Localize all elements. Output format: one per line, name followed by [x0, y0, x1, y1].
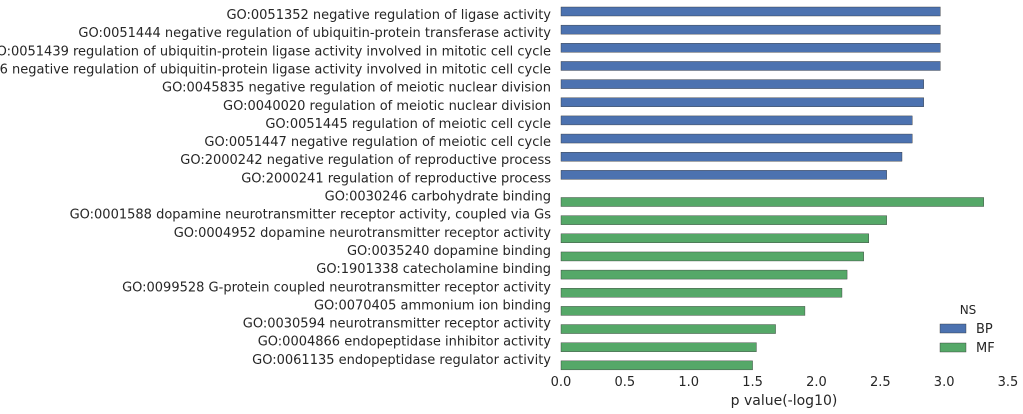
x-tick-label: 0.0: [551, 375, 572, 390]
category-label: GO:0004866 endopeptidase inhibitor activ…: [258, 335, 552, 350]
bar-bp-0: [560, 6, 941, 17]
bar-mf-5: [560, 288, 843, 298]
legend-title: NS: [960, 303, 977, 317]
bar-mf-8: [560, 342, 757, 352]
category-label: GO:0030594 neurotransmitter receptor act…: [243, 317, 552, 332]
x-tick-label: 3.5: [998, 375, 1019, 390]
category-label: GO:0030246 carbohydrate binding: [325, 190, 551, 205]
category-label: GO:0051444 negative regulation of ubiqui…: [78, 26, 551, 41]
category-label: GO:2000242 negative regulation of reprod…: [180, 153, 551, 168]
x-tick-label: 0.5: [615, 375, 636, 390]
category-label: GO:0051352 negative regulation of ligase…: [226, 8, 551, 23]
bar-mf-0: [560, 197, 984, 207]
bar-bp-2: [560, 43, 941, 53]
legend-label-bp: BP: [976, 322, 993, 337]
bar-bp-4: [560, 79, 924, 89]
x-tick-label: 1.5: [742, 375, 763, 390]
bar-bp-1: [560, 24, 941, 35]
legend: NS BP MF: [939, 303, 995, 356]
category-label: GO:1901338 catecholamine binding: [316, 262, 551, 277]
bar-bp-3: [560, 61, 941, 71]
category-label: GO:0051439 regulation of ubiquitin-prote…: [0, 44, 551, 59]
bar-mf-2: [560, 233, 869, 244]
category-labels: GO:0051352 negative regulation of ligase…: [0, 8, 551, 368]
x-tick-label: 1.0: [678, 375, 699, 390]
category-label: GO:0099528 G-protein coupled neurotransm…: [122, 280, 551, 295]
x-tick-label: 2.5: [870, 375, 891, 390]
category-label: GO:0001588 dopamine neurotransmitter rec…: [70, 208, 552, 223]
bar-bp-8: [560, 151, 903, 162]
category-label: GO:2000241 regulation of reproductive pr…: [241, 171, 551, 186]
category-label: GO:0045835 negative regulation of meioti…: [162, 81, 551, 96]
bar-mf-1: [560, 215, 887, 225]
legend-swatch-mf: [939, 342, 967, 353]
bar-bp-9: [560, 170, 887, 180]
bar-mf-6: [560, 306, 806, 316]
bar-mf-7: [560, 324, 776, 334]
legend-label-mf: MF: [976, 341, 995, 356]
category-label: GO:0035240 dopamine binding: [347, 244, 551, 259]
x-tick-label: 2.0: [806, 375, 827, 390]
x-tick-label: 3.0: [934, 375, 955, 390]
bars-layer: [560, 6, 984, 371]
bar-bp-7: [560, 133, 913, 144]
bar-mf-4: [560, 269, 848, 280]
category-label: GO:0070405 ammonium ion binding: [314, 298, 551, 313]
bar-mf-3: [560, 251, 864, 262]
x-axis-title: p value(-log10): [731, 393, 838, 409]
category-label: GO:0061135 endopeptidase regulator activ…: [252, 353, 551, 368]
bar-bp-6: [560, 115, 913, 126]
category-label: GO:0051447 negative regulation of meioti…: [204, 135, 551, 150]
bar-bp-5: [560, 97, 924, 107]
category-label: GO:0004952 dopamine neurotransmitter rec…: [174, 226, 552, 241]
bar-mf-9: [560, 360, 753, 371]
x-axis: 0.0 0.5 1.0 1.5 2.0 2.5 3.0 3.5: [551, 375, 1019, 390]
category-label: GO:0040020 regulation of meiotic nuclear…: [223, 99, 551, 114]
category-label: GO:0051445 regulation of meiotic cell cy…: [265, 117, 551, 132]
category-label: GO:0051436 negative regulation of ubiqui…: [0, 62, 551, 77]
legend-swatch-bp: [939, 323, 967, 334]
